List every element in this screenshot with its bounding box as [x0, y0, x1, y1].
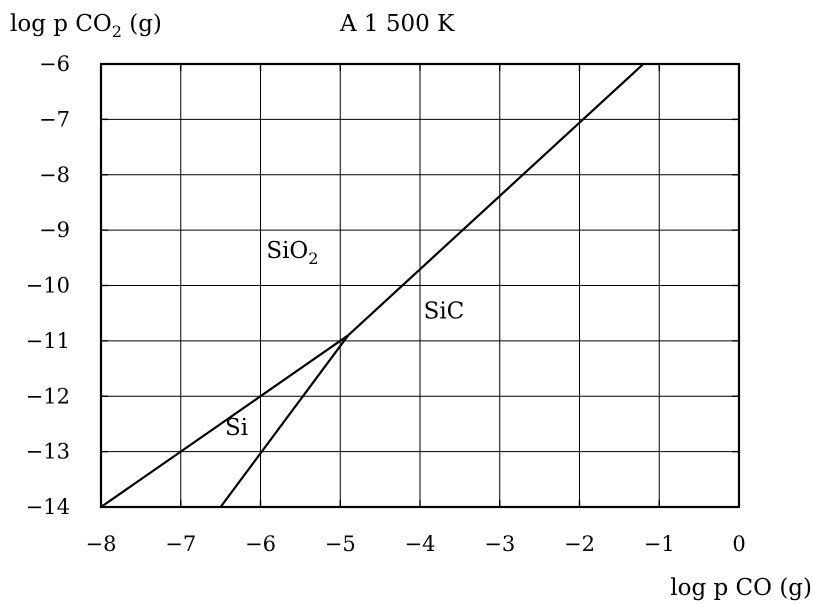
phase-boundary-line	[347, 63, 645, 337]
x-tick-label: −4	[405, 532, 436, 556]
y-tick-label: −12	[26, 384, 70, 408]
tick-marks	[100, 63, 740, 508]
y-axis-label: log p CO2 (g)	[10, 11, 162, 41]
y-tick-label: −7	[39, 107, 70, 131]
phase-boundary-line	[219, 334, 350, 508]
y-tick-label: −8	[39, 163, 70, 187]
x-axis-label: log p CO (g)	[670, 575, 812, 601]
y-tick-label: −10	[26, 274, 70, 298]
x-tick-label: −8	[86, 532, 117, 556]
x-tick-label: −1	[644, 532, 675, 556]
chart-title: A 1 500 K	[339, 11, 455, 37]
phase-boundary-line	[100, 334, 349, 508]
x-tick-label: −6	[245, 532, 276, 556]
region-labels: SiO2 SiC Si	[225, 238, 464, 441]
x-tick-label: −2	[564, 532, 595, 556]
x-tick-labels: −8 −7 −6 −5 −4 −3 −2 −1 0	[86, 532, 746, 556]
y-tick-label: −14	[26, 495, 70, 519]
y-tick-label: −9	[39, 218, 70, 242]
y-tick-labels: −6 −7 −8 −9 −10 −11 −12 −13 −14	[26, 52, 70, 519]
y-tick-label: −6	[39, 52, 70, 76]
x-tick-label: −3	[484, 532, 515, 556]
region-label: SiO2	[266, 238, 318, 268]
region-label: SiC	[424, 299, 465, 325]
phase-boundary-lines	[100, 63, 645, 508]
y-tick-label: −11	[26, 329, 70, 353]
x-tick-label: −5	[325, 532, 356, 556]
x-tick-label: 0	[732, 532, 745, 556]
region-label: Si	[225, 415, 248, 441]
y-tick-label: −13	[26, 440, 70, 464]
x-tick-label: −7	[165, 532, 196, 556]
